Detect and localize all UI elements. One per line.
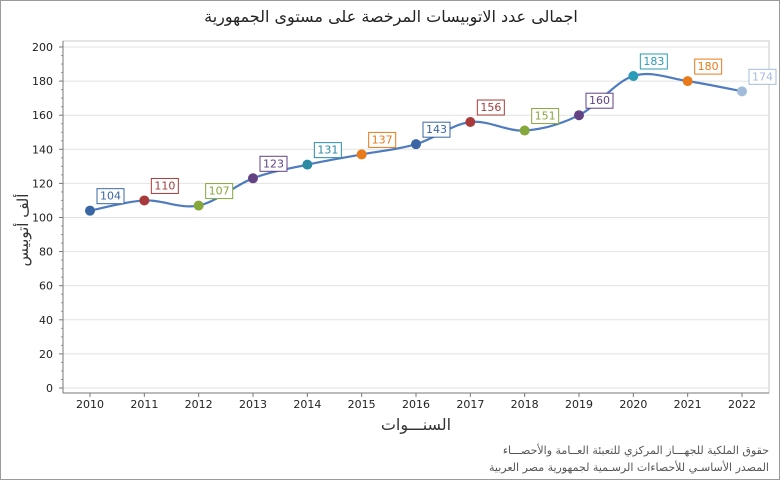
data-point bbox=[628, 70, 639, 81]
y-tick-label: 0 bbox=[46, 382, 53, 395]
data-label: 183 bbox=[643, 55, 664, 68]
data-point bbox=[465, 117, 476, 128]
data-label: 137 bbox=[372, 133, 393, 146]
data-point bbox=[193, 200, 204, 211]
data-label-box bbox=[585, 92, 614, 109]
y-tick-label: 180 bbox=[32, 75, 53, 88]
x-tick-label: 2014 bbox=[293, 398, 321, 411]
data-label-box bbox=[259, 155, 288, 172]
x-tick-label: 2017 bbox=[456, 398, 484, 411]
x-tick-label: 2013 bbox=[239, 398, 267, 411]
x-tick-label: 2018 bbox=[511, 398, 539, 411]
data-label-box bbox=[531, 108, 560, 125]
x-tick-label: 2019 bbox=[565, 398, 593, 411]
data-label-box bbox=[313, 142, 342, 159]
y-tick-label: 80 bbox=[39, 246, 53, 259]
x-tick-label: 2022 bbox=[728, 398, 756, 411]
data-label-box bbox=[205, 183, 234, 200]
plot-area: 0 20 40 60 80 100 120 140 160 180 200 2010 2011 2012 2… bbox=[32, 40, 777, 411]
data-label-box bbox=[96, 188, 125, 205]
y-tick-label: 120 bbox=[32, 177, 53, 190]
data-point bbox=[519, 125, 530, 136]
data-label: 174 bbox=[752, 70, 773, 83]
data-point bbox=[682, 76, 693, 87]
data-label: 143 bbox=[426, 123, 447, 136]
data-point bbox=[139, 195, 150, 206]
y-tick-label: 160 bbox=[32, 109, 53, 122]
data-point bbox=[248, 173, 258, 184]
data-label-box bbox=[422, 121, 451, 138]
x-axis-label: السنـــوات bbox=[380, 415, 452, 434]
data-label: 131 bbox=[317, 144, 338, 157]
footer-source: المصدر الأساسـي للأحصاءات الرسـمية لجمهو… bbox=[489, 461, 769, 474]
y-tick-label: 60 bbox=[39, 280, 53, 293]
x-tick-label: 2020 bbox=[619, 398, 647, 411]
data-point bbox=[737, 86, 747, 97]
y-tick-label: 40 bbox=[39, 314, 53, 327]
x-tick-label: 2010 bbox=[76, 398, 104, 411]
x-tick-label: 2016 bbox=[402, 398, 430, 411]
data-point bbox=[302, 159, 313, 170]
y-tick-label: 20 bbox=[39, 348, 53, 361]
data-label-box bbox=[748, 68, 777, 85]
x-tick-label: 2011 bbox=[130, 398, 158, 411]
data-label-box bbox=[476, 99, 505, 116]
data-label-box bbox=[150, 177, 179, 194]
x-tick-label: 2015 bbox=[348, 398, 376, 411]
data-label: 156 bbox=[480, 101, 501, 114]
data-label-box bbox=[639, 53, 668, 70]
data-label: 123 bbox=[263, 157, 284, 170]
data-label: 160 bbox=[589, 94, 610, 107]
data-label-box bbox=[368, 131, 397, 148]
data-point bbox=[356, 149, 367, 160]
footer-copyright: حقوق الملكية للجهـــاز المركزي للتعبئة ا… bbox=[502, 444, 769, 457]
chart-title: اجمالى عدد الاتوبيسات المرخصة على مستوى … bbox=[204, 7, 578, 26]
data-point bbox=[85, 205, 95, 216]
data-label-box bbox=[694, 58, 723, 75]
data-point bbox=[411, 139, 421, 150]
y-tick-label: 140 bbox=[32, 143, 53, 156]
data-label: 107 bbox=[209, 185, 230, 198]
data-label: 151 bbox=[535, 110, 556, 123]
y-tick-label: 200 bbox=[32, 41, 53, 54]
data-point bbox=[574, 110, 584, 121]
y-tick-label: 100 bbox=[32, 212, 53, 225]
x-tick-label: 2021 bbox=[674, 398, 702, 411]
data-label: 110 bbox=[154, 179, 175, 192]
data-label: 104 bbox=[100, 190, 121, 203]
data-label: 180 bbox=[698, 60, 719, 73]
x-tick-label: 2012 bbox=[185, 398, 213, 411]
